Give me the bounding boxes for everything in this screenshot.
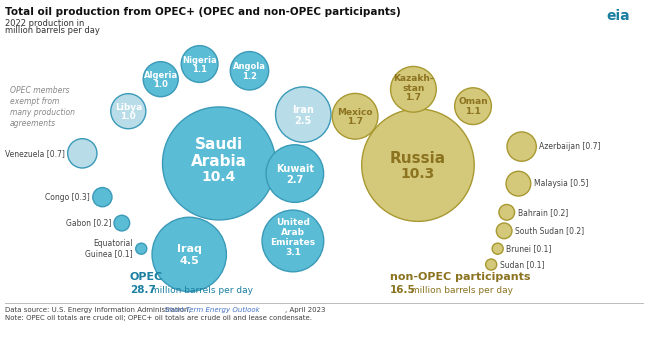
Text: Congo [0.3]: Congo [0.3] <box>45 193 90 202</box>
Circle shape <box>266 145 323 202</box>
Circle shape <box>391 66 436 112</box>
Text: Brunei [0.1]: Brunei [0.1] <box>506 244 551 253</box>
Text: Equatorial
Guinea [0.1]: Equatorial Guinea [0.1] <box>85 239 133 258</box>
Text: Bahrain [0.2]: Bahrain [0.2] <box>518 208 568 217</box>
Text: Data source: U.S. Energy Information Administration,: Data source: U.S. Energy Information Adm… <box>5 307 193 313</box>
Circle shape <box>135 243 147 254</box>
Text: Mexico: Mexico <box>338 108 373 117</box>
Text: Russia: Russia <box>390 151 446 166</box>
Circle shape <box>485 259 497 270</box>
Circle shape <box>152 217 226 292</box>
Text: non-OPEC participants: non-OPEC participants <box>390 272 531 282</box>
Text: 1.0: 1.0 <box>154 80 168 89</box>
Circle shape <box>163 107 275 220</box>
Text: Saudi
Arabia: Saudi Arabia <box>191 137 247 169</box>
Text: eia: eia <box>607 9 630 23</box>
Text: Short-Term Energy Outlook: Short-Term Energy Outlook <box>165 307 260 313</box>
Text: million barrels per day: million barrels per day <box>408 286 513 295</box>
Text: 2022 production in: 2022 production in <box>5 19 84 28</box>
Circle shape <box>499 205 515 220</box>
Text: 1.7: 1.7 <box>406 93 421 102</box>
Text: Total oil production from OPEC+ (OPEC and non-OPEC participants): Total oil production from OPEC+ (OPEC an… <box>5 7 400 17</box>
Text: 2.5: 2.5 <box>295 116 312 126</box>
Text: South Sudan [0.2]: South Sudan [0.2] <box>515 226 584 235</box>
Text: million barrels per day: million barrels per day <box>148 286 253 295</box>
Text: 1.7: 1.7 <box>347 118 363 126</box>
Text: Angola: Angola <box>233 62 266 71</box>
Circle shape <box>67 139 97 168</box>
Circle shape <box>230 52 269 90</box>
Circle shape <box>111 94 146 129</box>
Text: million barrels per day: million barrels per day <box>5 26 100 35</box>
Circle shape <box>181 45 218 83</box>
Text: 1.1: 1.1 <box>192 65 207 74</box>
Circle shape <box>143 62 178 97</box>
Text: Note: OPEC oil totals are crude oil; OPEC+ oil totals are crude oil and lease co: Note: OPEC oil totals are crude oil; OPE… <box>5 315 312 321</box>
Text: Iran: Iran <box>292 105 314 115</box>
Text: Nigeria: Nigeria <box>182 56 217 65</box>
Circle shape <box>496 223 512 239</box>
Text: 3.1: 3.1 <box>285 248 301 256</box>
Circle shape <box>114 215 130 231</box>
Text: Venezuela [0.7]: Venezuela [0.7] <box>5 149 65 158</box>
Text: Libya: Libya <box>115 102 142 112</box>
Text: 4.5: 4.5 <box>179 256 199 267</box>
Text: Oman: Oman <box>458 97 488 106</box>
Text: 10.4: 10.4 <box>202 170 237 184</box>
Circle shape <box>507 132 537 161</box>
Text: 16.5: 16.5 <box>390 285 416 295</box>
Text: 10.3: 10.3 <box>401 167 435 181</box>
Text: 1.2: 1.2 <box>242 71 257 81</box>
Circle shape <box>362 109 474 221</box>
Text: 2.7: 2.7 <box>286 175 303 185</box>
Text: 1.1: 1.1 <box>465 108 481 116</box>
Text: OPEC: OPEC <box>130 272 163 282</box>
Text: Iraq: Iraq <box>177 244 202 254</box>
Text: , April 2023: , April 2023 <box>285 307 325 313</box>
Text: 28.7: 28.7 <box>130 285 156 295</box>
Text: Gabon [0.2]: Gabon [0.2] <box>65 219 111 227</box>
Circle shape <box>93 188 112 207</box>
Text: Sudan [0.1]: Sudan [0.1] <box>500 260 544 269</box>
Circle shape <box>455 88 491 125</box>
Text: 1.0: 1.0 <box>121 113 136 121</box>
Circle shape <box>275 87 331 142</box>
Circle shape <box>262 210 324 272</box>
Circle shape <box>492 243 503 254</box>
Circle shape <box>506 171 531 196</box>
Circle shape <box>332 93 378 139</box>
Text: United
Arab
Emirates: United Arab Emirates <box>270 218 316 247</box>
Text: Malaysia [0.5]: Malaysia [0.5] <box>534 179 588 188</box>
Text: Kazakh-
stan: Kazakh- stan <box>393 73 434 93</box>
Text: Algeria: Algeria <box>144 71 178 80</box>
Text: Kuwait: Kuwait <box>276 164 314 174</box>
Text: OPEC members
exempt from
many production
agreements: OPEC members exempt from many production… <box>10 86 75 128</box>
Text: Azerbaijan [0.7]: Azerbaijan [0.7] <box>539 142 601 151</box>
